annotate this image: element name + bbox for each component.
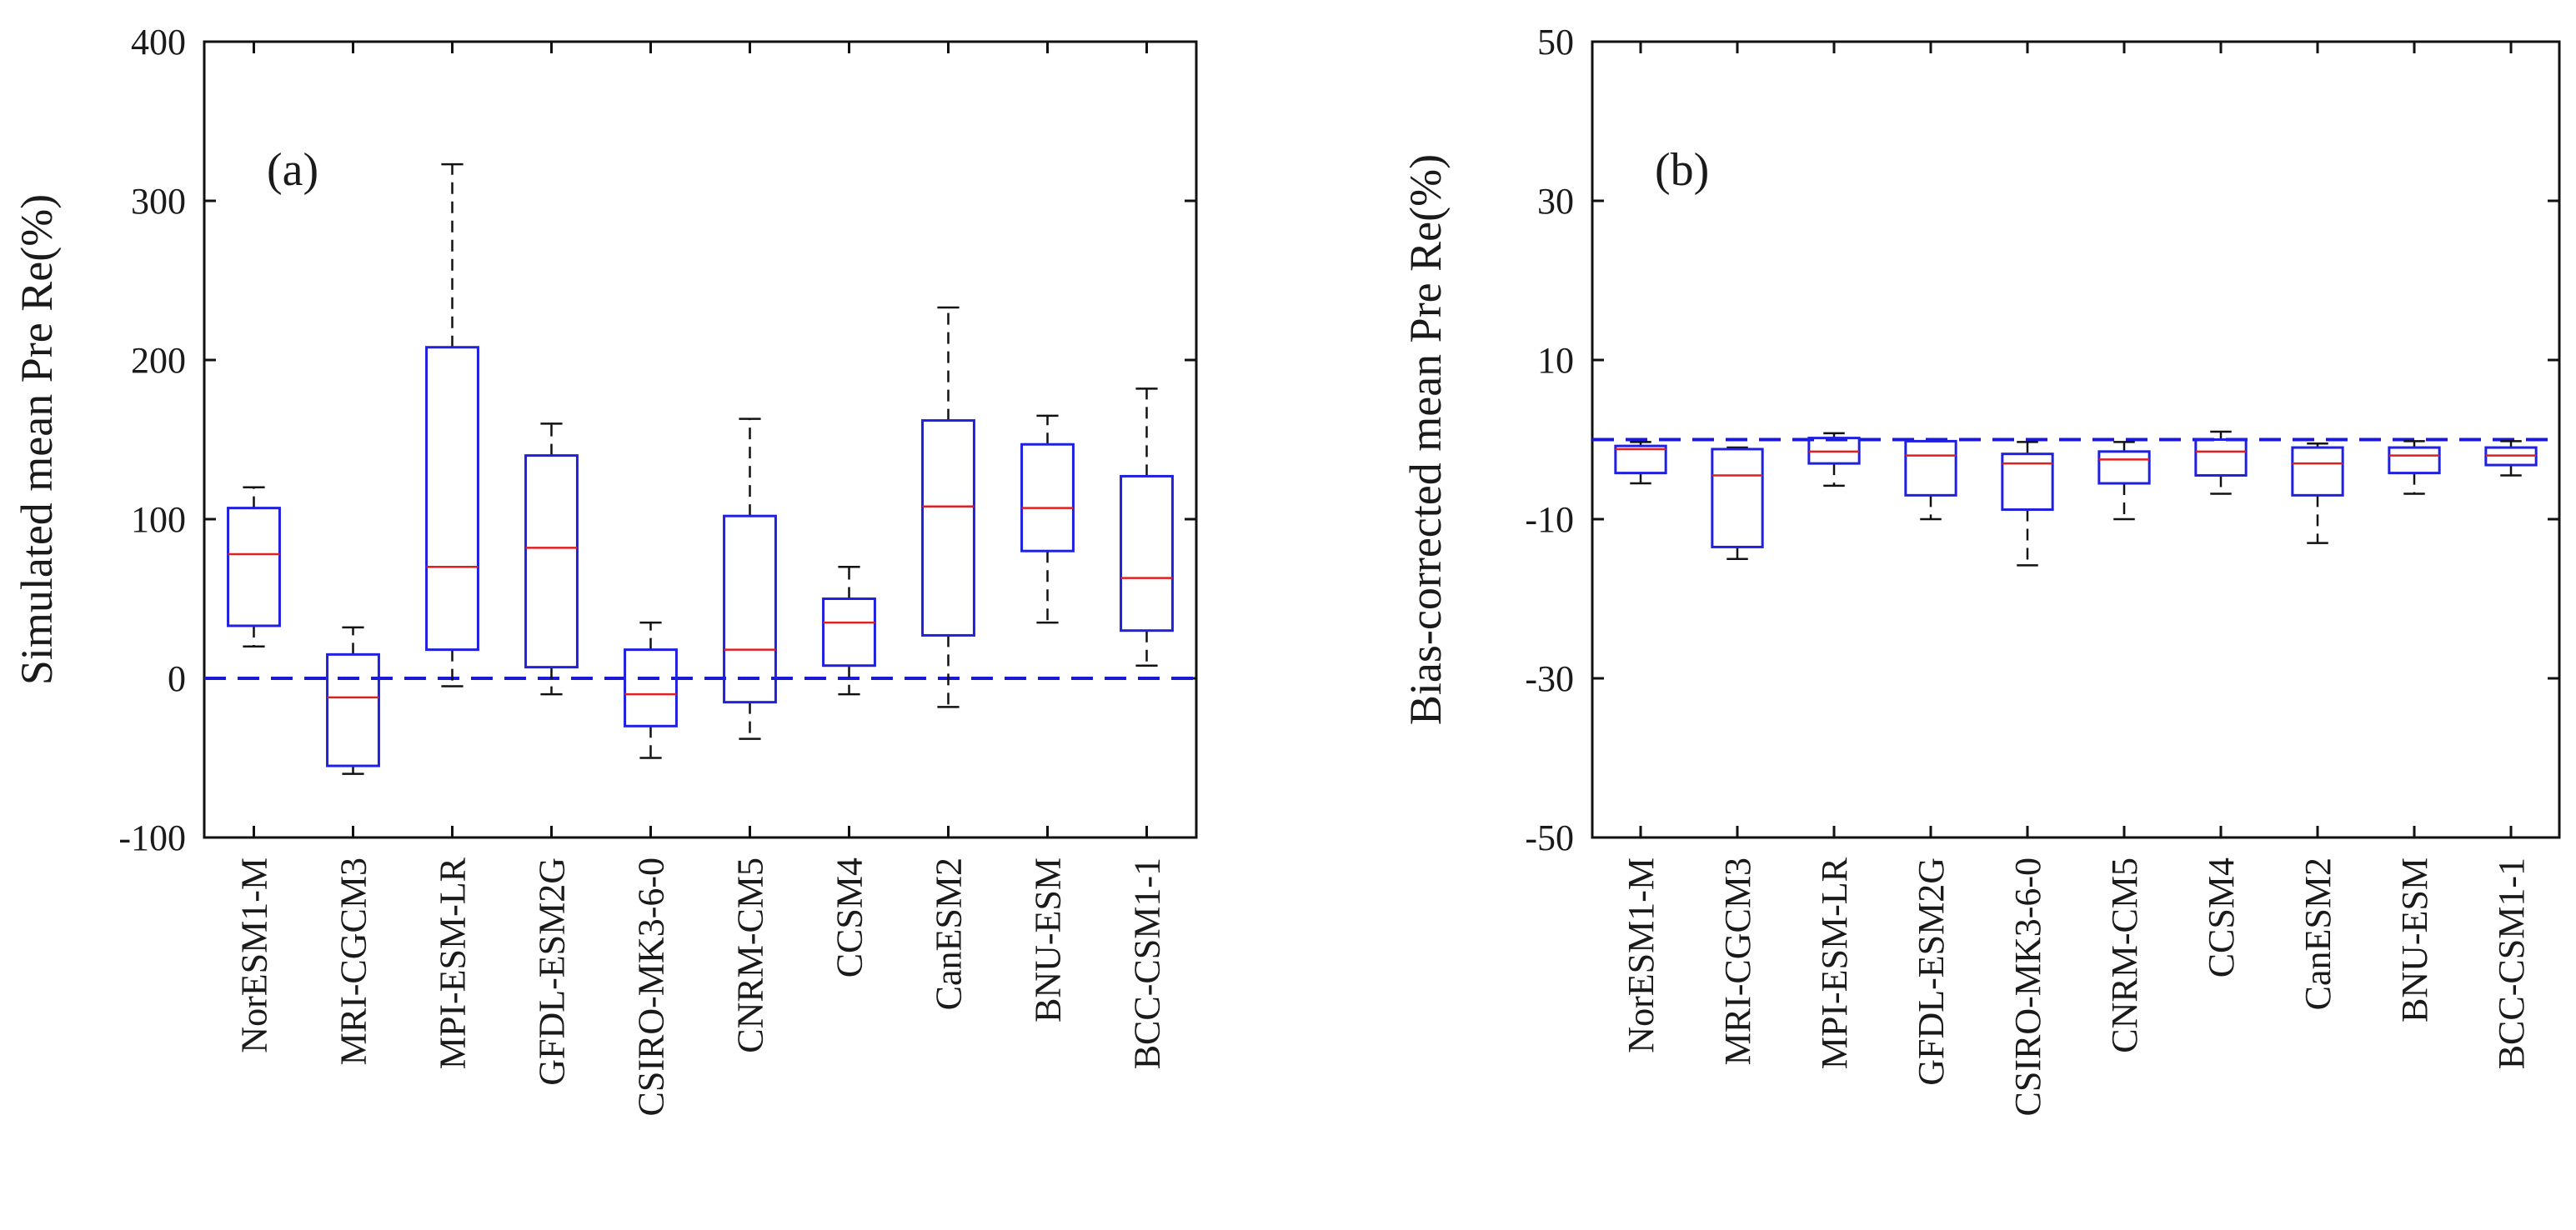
iqr-box [227,507,281,628]
iqr-box [2291,446,2344,497]
iqr-box [2194,438,2248,477]
y-tick-label: 200 [131,340,186,381]
y-tick-label: -50 [1525,818,1574,858]
x-category-label: BNU-ESM [1028,858,1069,1022]
y-tick-label: 300 [131,181,186,222]
box-mri-cgcm3 [1711,446,1764,560]
iqr-box [1904,439,1957,497]
x-category-label: MPI-ESM-LR [433,857,474,1069]
iqr-box [1020,442,1075,552]
y-axis-label: Bias-corrected mean Pre Re(%) [1401,154,1451,725]
y-axis-label: Simulated mean Pre Re(%) [12,194,62,685]
y-tick-label: -100 [118,818,186,858]
box-bcc-csm1-1 [1120,388,1174,667]
iqr-box [524,454,579,669]
box-noresm1-m [227,486,281,648]
iqr-box [326,652,380,768]
iqr-box [1614,444,1667,475]
iqr-box [921,419,975,637]
iqr-box [425,346,479,652]
x-category-label: GFDL-ESM2G [1911,858,1952,1086]
iqr-box [2001,452,2054,512]
y-tick-label: 100 [131,499,186,540]
x-category-label: BCC-CSM1-1 [1127,858,1168,1069]
x-category-label: CanESM2 [2298,858,2338,1010]
box-csiro-mk3-6-0 [624,621,678,759]
iqr-box [624,648,678,728]
box-bcc-csm1-1 [2484,440,2538,477]
x-category-label: CNRM-CM5 [2104,858,2145,1053]
box-bnu-esm [1020,414,1075,624]
box-ccsm4 [822,566,876,696]
x-category-label: MPI-ESM-LR [1814,857,1855,1069]
x-category-label: CSIRO-MK3-6-0 [2007,858,2048,1116]
box-mpi-esm-lr [425,162,479,688]
y-tick-label: -30 [1525,658,1574,699]
x-category-label: CNRM-CM5 [730,858,771,1053]
x-category-label: GFDL-ESM2G [532,858,573,1086]
box-mpi-esm-lr [1807,432,1861,488]
box-noresm1-m [1614,441,1667,485]
x-category-label: BCC-CSM1-1 [2491,858,2532,1069]
plot-frame [203,40,1198,839]
iqr-box [1120,474,1174,632]
x-category-label: NorESM1-M [1621,858,1661,1053]
x-category-label: MRI-CGCM3 [1717,858,1758,1065]
x-category-label: BNU-ESM [2394,858,2435,1022]
iqr-box [2388,446,2441,475]
x-category-label: MRI-CGCM3 [333,858,374,1065]
panel-label: (b) [1655,144,1709,196]
box-cnrm-cm5 [723,418,777,740]
y-tick-label: 400 [131,22,186,62]
box-csiro-mk3-6-0 [2001,441,2054,567]
panel-label: (a) [267,144,318,196]
box-bnu-esm [2388,440,2441,495]
iqr-box [2097,450,2151,485]
box-cnrm-cm5 [2097,441,2151,521]
x-category-label: CanESM2 [929,858,970,1010]
x-category-label: NorESM1-M [234,858,275,1053]
iqr-box [822,598,876,668]
x-category-label: CSIRO-MK3-6-0 [631,858,672,1116]
x-category-label: CCSM4 [2201,858,2242,978]
box-gfdl-esm2g [524,422,579,696]
y-tick-label: 50 [1537,22,1574,62]
box-canesm2 [921,306,975,708]
box-canesm2 [2291,442,2344,544]
y-tick-label: 10 [1537,340,1574,381]
box-gfdl-esm2g [1904,439,1957,521]
panel-a-chart: 400 300 200 100 0 -100 NorESM1-M MRI-CGCM3 MPI-E… [12,22,1198,1116]
box-mri-cgcm3 [326,626,380,775]
iqr-box [723,514,777,704]
panel-b-chart: 50 30 10 -10 -30 -50 NorESM1-M MRI-CGCM3 MPI-ESM… [1401,22,2561,1116]
x-category-label: CCSM4 [829,858,870,978]
y-tick-label: 0 [168,658,186,699]
box-ccsm4 [2194,430,2248,495]
y-tick-label: 30 [1537,181,1574,222]
iqr-box [1711,448,1764,548]
y-tick-label: -10 [1525,499,1574,540]
